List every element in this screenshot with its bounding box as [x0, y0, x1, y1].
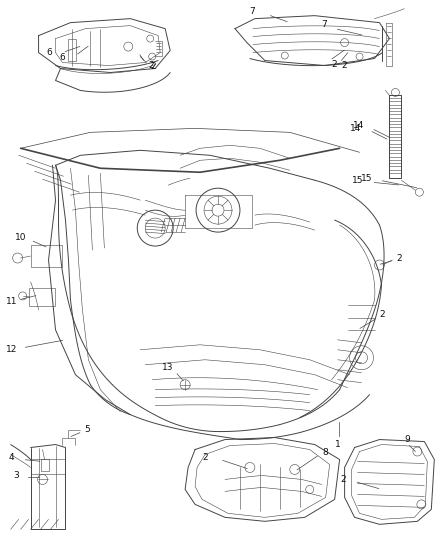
Text: 2: 2 [396, 254, 402, 263]
Text: 5: 5 [85, 425, 90, 434]
Bar [28, 288, 54, 306]
Text: 8: 8 [323, 448, 328, 457]
Text: 2: 2 [150, 62, 156, 71]
Text: 2: 2 [340, 475, 346, 484]
Text: 1: 1 [335, 440, 340, 449]
Text: 2: 2 [202, 453, 208, 462]
Text: 3: 3 [13, 471, 19, 480]
Text: 10: 10 [14, 232, 26, 241]
Text: 15: 15 [361, 174, 372, 183]
Text: 9: 9 [404, 435, 410, 444]
Text: 2: 2 [148, 61, 154, 70]
Text: 2: 2 [332, 60, 337, 69]
Bar [31, 245, 63, 267]
Text: 7: 7 [321, 20, 327, 29]
Text: 13: 13 [162, 363, 174, 372]
Text: 14: 14 [353, 121, 364, 130]
Text: 12: 12 [6, 345, 17, 354]
Text: 6: 6 [60, 53, 66, 62]
Text: 15: 15 [352, 176, 364, 185]
Bar [68, 38, 77, 61]
Text: 2: 2 [379, 310, 385, 319]
Text: 11: 11 [6, 297, 17, 306]
Bar [41, 459, 49, 472]
Text: 4: 4 [9, 453, 14, 462]
Text: 2: 2 [342, 61, 347, 70]
Text: 14: 14 [350, 124, 361, 133]
Text: 7: 7 [249, 7, 255, 16]
Text: 6: 6 [47, 48, 53, 57]
